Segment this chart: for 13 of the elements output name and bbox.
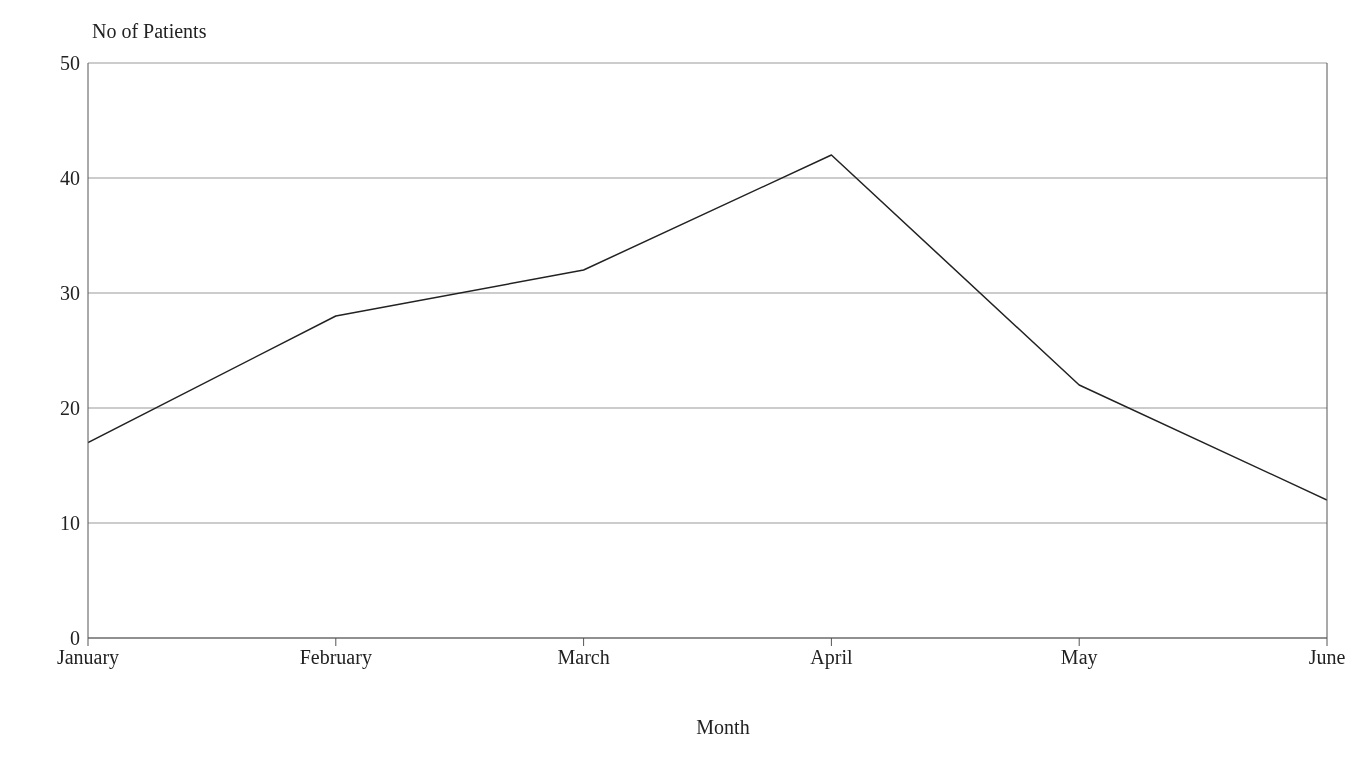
y-tick-label: 50 [60,52,80,75]
line-series [88,154,1327,501]
y-axis-title: No of Patients [92,20,207,43]
y-tick-label: 30 [60,282,80,305]
x-tick-label: March [557,646,610,669]
y-tick-label: 40 [60,167,80,190]
x-tick-label: February [299,646,372,670]
x-tick-label: June [1308,646,1346,669]
x-axis-title: Month [695,716,751,739]
y-tick-label: 20 [60,397,80,420]
x-tick-label: April [810,646,853,670]
x-tick-label: May [1060,646,1098,670]
y-tick-label: 10 [60,512,80,535]
